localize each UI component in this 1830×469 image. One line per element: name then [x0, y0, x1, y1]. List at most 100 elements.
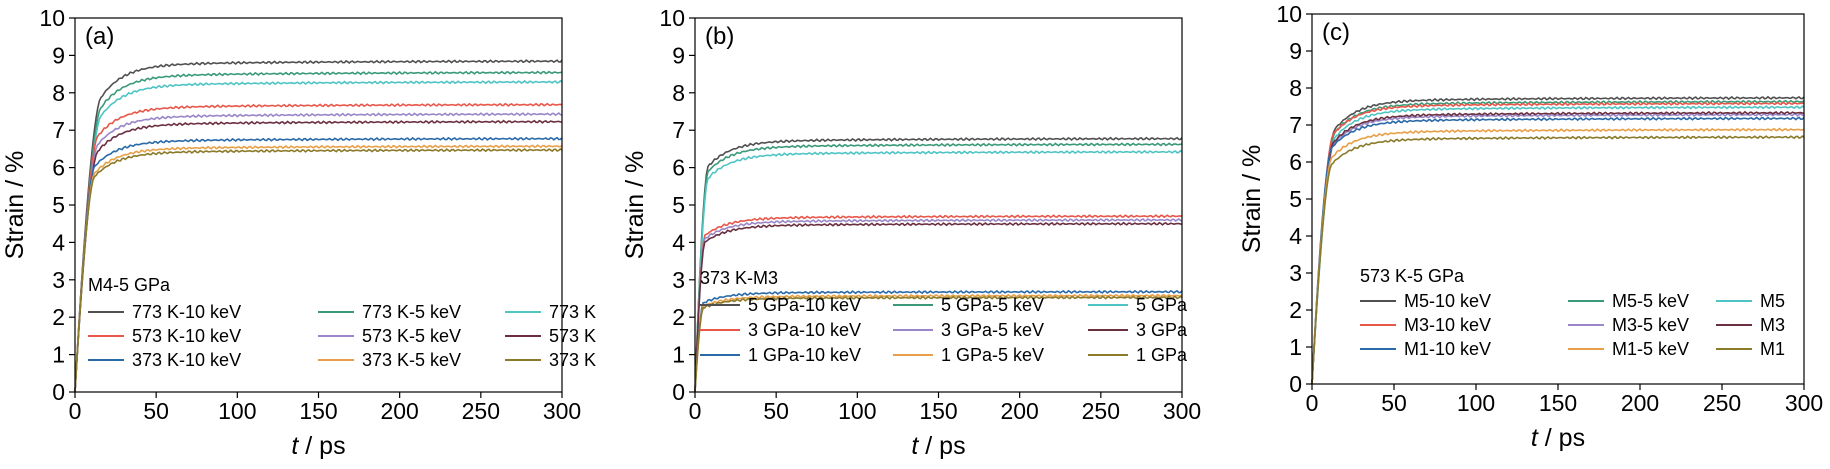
- series-line-6: [694, 221, 1183, 393]
- y-tick-label: 10: [1276, 1, 1302, 27]
- series-line-9: [694, 295, 1183, 393]
- y-tick-label: 3: [1289, 260, 1302, 286]
- legend-entry: M5: [1760, 291, 1785, 311]
- x-tick-label: 250: [1082, 398, 1120, 424]
- legend-entry: M1-5 keV: [1612, 339, 1689, 359]
- x-tick-label: 200: [1000, 398, 1038, 424]
- legend-entry: M3-5 keV: [1612, 315, 1689, 335]
- y-tick-label: 6: [1289, 149, 1302, 175]
- x-tick-label: 250: [1703, 390, 1741, 416]
- series-line-5: [694, 217, 1183, 393]
- x-tick-label: 300: [543, 398, 581, 424]
- series-line-1: [1311, 95, 1805, 385]
- y-tick-label: 7: [672, 117, 685, 143]
- legend-entry: M3: [1760, 315, 1785, 335]
- legend-entry: 1 GPa: [1136, 345, 1188, 365]
- x-tick-label: 100: [218, 398, 256, 424]
- y-tick-label: 8: [1289, 75, 1302, 101]
- series-line-3: [74, 79, 563, 393]
- series-lines: [694, 136, 1183, 393]
- legend-entry: 3 GPa-10 keV: [748, 320, 861, 340]
- panel-label: (a): [85, 23, 114, 50]
- legend-entry: 3 GPa: [1136, 320, 1188, 340]
- series-line-4: [1311, 101, 1805, 385]
- legend-entry: 573 K-10 keV: [132, 326, 241, 346]
- x-tick-label: 0: [69, 398, 82, 424]
- x-axis-label: t / ps: [911, 432, 965, 460]
- legend-entry: M1: [1760, 339, 1785, 359]
- y-tick-label: 0: [52, 379, 65, 405]
- series-line-6: [74, 119, 563, 393]
- chart-panel-a: 0 50 100 150 200 250 300 0 1 2 3 4 5 6 7 8 9 10 t / ps Stra…: [1, 5, 596, 460]
- y-tick-label: 0: [1289, 371, 1302, 397]
- x-tick-label: 200: [380, 398, 418, 424]
- x-tick-label: 250: [462, 398, 500, 424]
- legend-entry: M3-10 keV: [1404, 315, 1491, 335]
- series-line-5: [1311, 112, 1805, 385]
- y-tick-label: 2: [1289, 297, 1302, 323]
- legend-entry: 5 GPa-10 keV: [748, 295, 861, 315]
- y-tick-label: 2: [52, 304, 65, 330]
- panel-label: (b): [705, 23, 734, 50]
- x-tick-label: 50: [1381, 390, 1407, 416]
- legend-entry: 773 K-10 keV: [132, 302, 241, 322]
- y-tick-label: 4: [1289, 223, 1302, 249]
- series-line-6: [1311, 110, 1805, 385]
- legend-entry: 773 K-5 keV: [362, 302, 461, 322]
- y-axis-label: Strain / %: [621, 151, 649, 259]
- y-axis-label: Strain / %: [1238, 145, 1266, 253]
- legend-entry: 5 GPa-5 keV: [941, 295, 1044, 315]
- legend-entry: M5-5 keV: [1612, 291, 1689, 311]
- legend-entry: 373 K: [549, 350, 596, 370]
- y-tick-label: 10: [659, 5, 685, 31]
- series-lines: [1311, 95, 1805, 385]
- series-line-8: [74, 144, 563, 393]
- series-line-2: [74, 70, 563, 393]
- series-line-1: [74, 59, 563, 393]
- series-line-3: [1311, 105, 1805, 385]
- legend-title: 573 K-5 GPa: [1360, 266, 1465, 286]
- x-tick-label: 50: [763, 398, 789, 424]
- y-tick-label: 8: [52, 80, 65, 106]
- legend: 573 K-5 GPa M5-10 keV M5-5 keV M5 M3-10 keV M…: [1360, 266, 1785, 359]
- chart-panel-c: 0 50 100 150 200 250 300 0 1 2 3 4 5 6 7 8 9 10 t / ps Stra…: [1238, 1, 1823, 452]
- x-tick-label: 200: [1621, 390, 1659, 416]
- series-line-4: [74, 102, 563, 393]
- series-line-4: [694, 214, 1183, 393]
- y-tick-label: 6: [52, 155, 65, 181]
- y-tick-label: 5: [1289, 186, 1302, 212]
- x-tick-label: 150: [299, 398, 337, 424]
- legend-title: 373 K-M3: [700, 268, 778, 288]
- chart-panel-b: 0 50 100 150 200 250 300 0 1 2 3 4 5 6 7 8 9 10 t / ps Stra…: [621, 5, 1201, 460]
- y-tick-label: 9: [672, 42, 685, 68]
- y-tick-label: 4: [52, 229, 65, 255]
- series-line-8: [1311, 127, 1805, 385]
- series-line-9: [74, 148, 563, 393]
- y-tick-label: 3: [672, 267, 685, 293]
- series-line-1: [694, 136, 1183, 393]
- x-tick-label: 100: [838, 398, 876, 424]
- series-line-9: [1311, 135, 1805, 385]
- legend-entry: 5 GPa: [1136, 295, 1188, 315]
- y-tick-label: 10: [39, 5, 65, 31]
- plot-frame: [1311, 13, 1805, 385]
- y-tick-label: 9: [1289, 38, 1302, 64]
- y-tick-label: 9: [52, 42, 65, 68]
- legend-entry: 373 K-10 keV: [132, 350, 241, 370]
- x-tick-label: 150: [919, 398, 957, 424]
- legend-entry: 373 K-5 keV: [362, 350, 461, 370]
- y-tick-label: 5: [52, 192, 65, 218]
- y-tick-label: 2: [672, 304, 685, 330]
- legend-entry: 1 GPa-10 keV: [748, 345, 861, 365]
- y-tick-label: 1: [672, 342, 685, 368]
- series-line-7: [74, 136, 563, 393]
- series-line-3: [694, 149, 1183, 393]
- x-tick-label: 100: [1457, 390, 1495, 416]
- series-line-2: [694, 142, 1183, 393]
- legend: M4-5 GPa 773 K-10 keV 773 K-5 keV 773 K 573 …: [88, 275, 596, 370]
- y-axis-label: Strain / %: [1, 151, 29, 259]
- y-tick-label: 5: [672, 192, 685, 218]
- series-line-2: [1311, 99, 1805, 385]
- legend-entry: M1-10 keV: [1404, 339, 1491, 359]
- y-tick-label: 4: [672, 229, 685, 255]
